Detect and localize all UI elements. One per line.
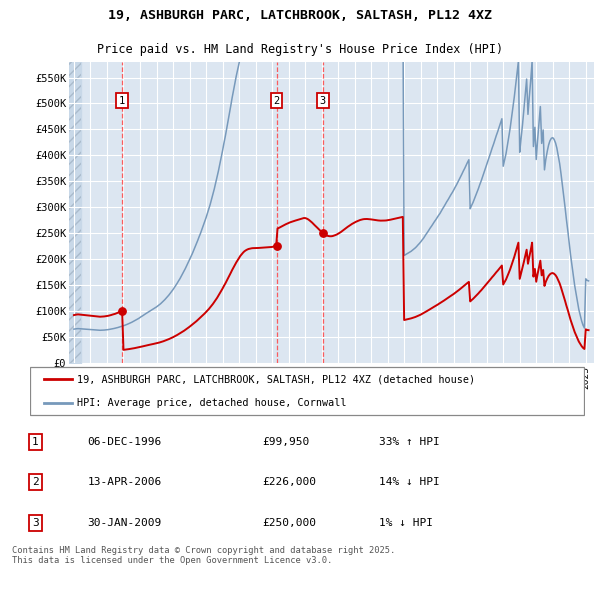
Text: £250,000: £250,000 (262, 518, 316, 528)
Text: £99,950: £99,950 (262, 437, 310, 447)
Text: 1: 1 (32, 437, 38, 447)
Bar (69, 62, 82, 363)
Text: 2: 2 (32, 477, 38, 487)
Text: 33% ↑ HPI: 33% ↑ HPI (379, 437, 439, 447)
Point (118, 306, 127, 316)
Text: 19, ASHBURGH PARC, LATCHBROOK, SALTASH, PL12 4XZ: 19, ASHBURGH PARC, LATCHBROOK, SALTASH, … (108, 9, 492, 22)
Text: 2: 2 (274, 96, 280, 106)
Text: 13-APR-2006: 13-APR-2006 (88, 477, 162, 487)
Point (272, 241, 281, 250)
Text: £226,000: £226,000 (262, 477, 316, 487)
Text: 19, ASHBURGH PARC, LATCHBROOK, SALTASH, PL12 4XZ (detached house): 19, ASHBURGH PARC, LATCHBROOK, SALTASH, … (77, 374, 475, 384)
Point (318, 228, 328, 238)
Text: HPI: Average price, detached house, Cornwall: HPI: Average price, detached house, Corn… (77, 398, 347, 408)
Text: Price paid vs. HM Land Registry's House Price Index (HPI): Price paid vs. HM Land Registry's House … (97, 44, 503, 57)
Text: 30-JAN-2009: 30-JAN-2009 (88, 518, 162, 528)
Text: 3: 3 (32, 518, 38, 528)
Text: 3: 3 (320, 96, 326, 106)
Text: 1% ↓ HPI: 1% ↓ HPI (379, 518, 433, 528)
Text: 14% ↓ HPI: 14% ↓ HPI (379, 477, 439, 487)
Text: Contains HM Land Registry data © Crown copyright and database right 2025.
This d: Contains HM Land Registry data © Crown c… (12, 546, 395, 565)
FancyBboxPatch shape (30, 367, 584, 415)
Text: 1: 1 (119, 96, 125, 106)
Text: 06-DEC-1996: 06-DEC-1996 (88, 437, 162, 447)
